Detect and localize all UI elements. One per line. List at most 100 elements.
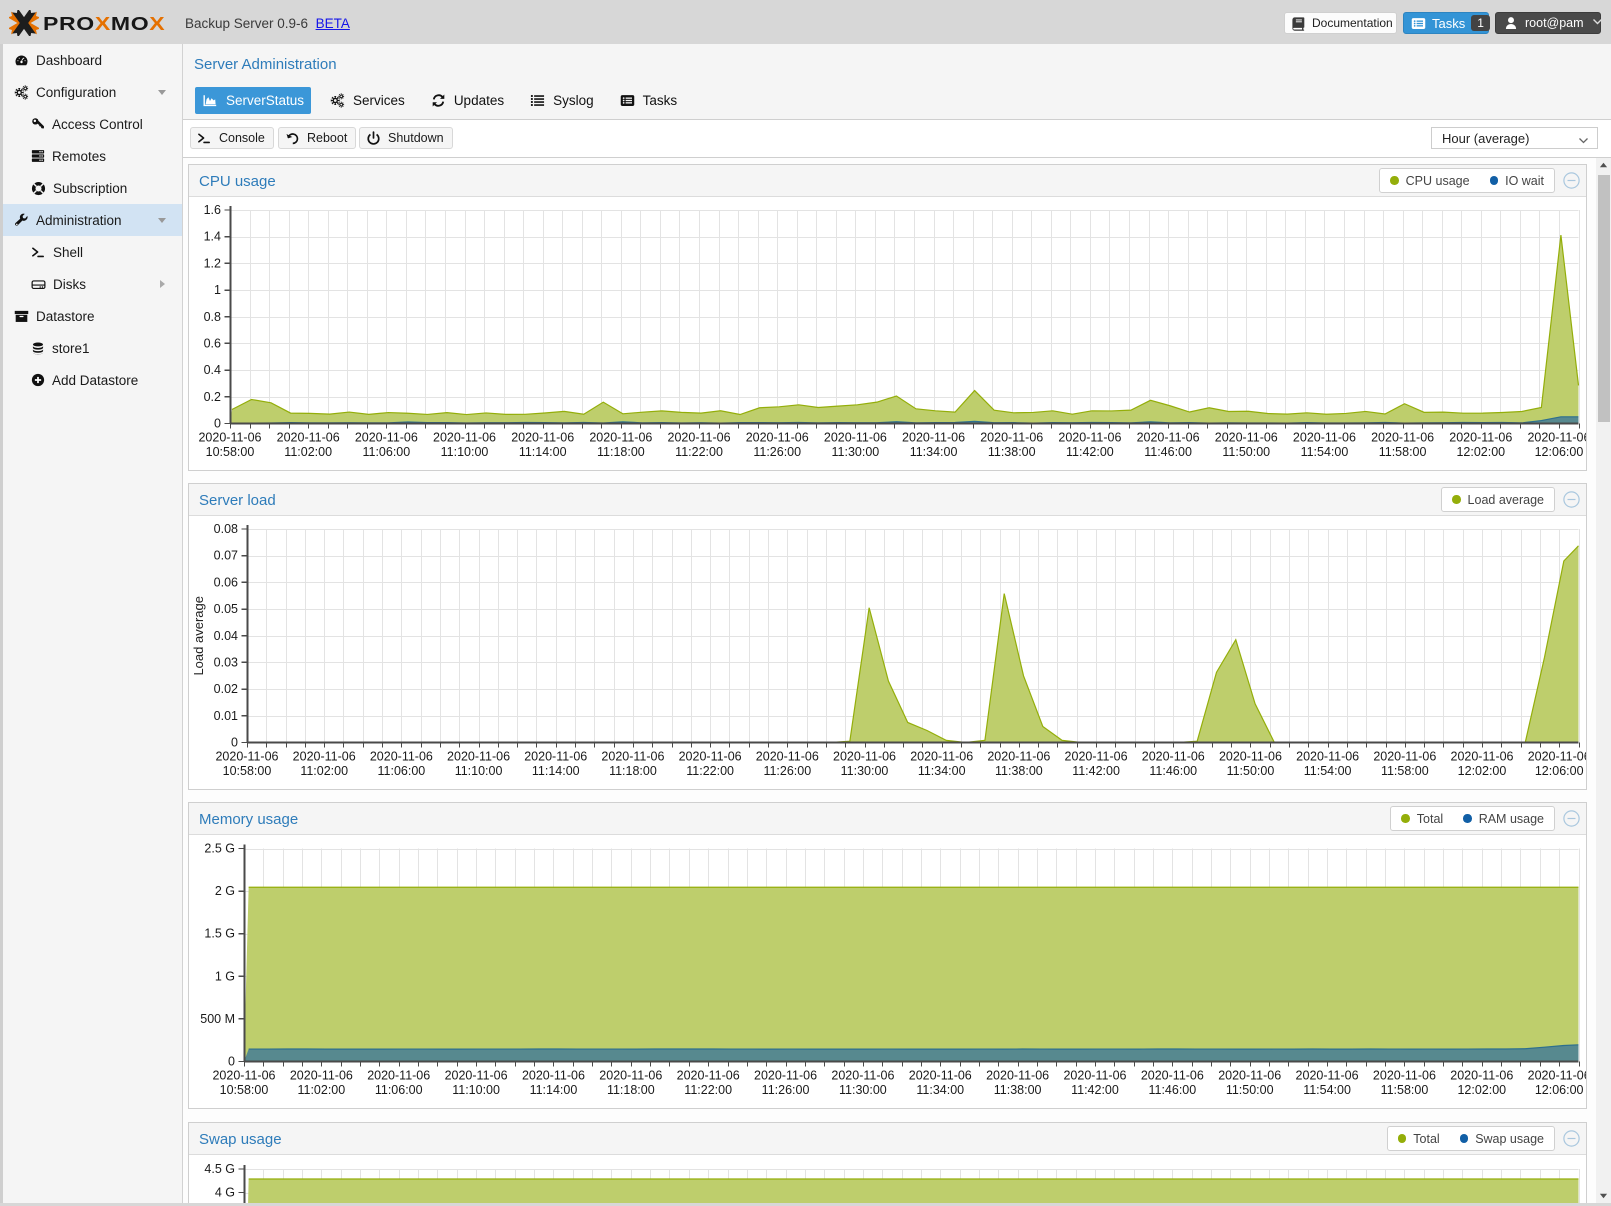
svg-text:2020-11-06: 2020-11-06: [367, 1069, 430, 1083]
svg-text:2020-11-06: 2020-11-06: [1528, 1069, 1586, 1083]
svg-text:11:58:00: 11:58:00: [1379, 445, 1427, 459]
svg-text:2020-11-06: 2020-11-06: [909, 1069, 972, 1083]
svg-text:11:38:00: 11:38:00: [988, 445, 1036, 459]
svg-text:0.07: 0.07: [214, 549, 238, 563]
svg-text:2020-11-06: 2020-11-06: [290, 1069, 353, 1083]
svg-text:11:14:00: 11:14:00: [530, 1083, 578, 1097]
svg-text:2020-11-06: 2020-11-06: [370, 750, 433, 764]
svg-text:2 G: 2 G: [215, 884, 235, 898]
svg-text:4 G: 4 G: [215, 1186, 235, 1200]
svg-text:2020-11-06: 2020-11-06: [1063, 1069, 1126, 1083]
svg-text:1: 1: [214, 283, 221, 297]
svg-text:12:06:00: 12:06:00: [1535, 764, 1584, 778]
svg-text:Load average: Load average: [191, 596, 206, 676]
svg-text:0.08: 0.08: [214, 522, 238, 536]
svg-text:11:46:00: 11:46:00: [1149, 764, 1197, 778]
svg-text:10:58:00: 10:58:00: [223, 764, 272, 778]
svg-text:11:54:00: 11:54:00: [1303, 1083, 1351, 1097]
svg-text:11:02:00: 11:02:00: [297, 1083, 345, 1097]
svg-text:0.06: 0.06: [214, 575, 238, 589]
svg-text:2020-11-06: 2020-11-06: [212, 1069, 275, 1083]
svg-text:11:02:00: 11:02:00: [300, 764, 348, 778]
svg-text:2020-11-06: 2020-11-06: [1528, 750, 1586, 764]
svg-text:2020-11-06: 2020-11-06: [754, 1069, 817, 1083]
svg-text:2020-11-06: 2020-11-06: [980, 431, 1043, 445]
svg-text:11:10:00: 11:10:00: [452, 1083, 500, 1097]
svg-text:0: 0: [214, 417, 221, 431]
svg-text:2020-11-06: 2020-11-06: [524, 750, 587, 764]
svg-text:11:42:00: 11:42:00: [1071, 1083, 1119, 1097]
svg-text:1.6: 1.6: [204, 203, 221, 217]
svg-text:2020-11-06: 2020-11-06: [1058, 431, 1121, 445]
svg-text:10:58:00: 10:58:00: [220, 1083, 269, 1097]
svg-text:2020-11-06: 2020-11-06: [445, 1069, 508, 1083]
svg-text:2020-11-06: 2020-11-06: [833, 750, 896, 764]
svg-text:2020-11-06: 2020-11-06: [1142, 750, 1205, 764]
svg-text:2020-11-06: 2020-11-06: [433, 431, 496, 445]
svg-text:11:22:00: 11:22:00: [684, 1083, 732, 1097]
svg-text:2020-11-06: 2020-11-06: [746, 431, 809, 445]
svg-text:2020-11-06: 2020-11-06: [1373, 750, 1436, 764]
svg-text:1.5 G: 1.5 G: [204, 927, 235, 941]
svg-text:2020-11-06: 2020-11-06: [679, 750, 742, 764]
svg-text:2020-11-06: 2020-11-06: [668, 431, 731, 445]
svg-text:12:06:00: 12:06:00: [1535, 1083, 1584, 1097]
svg-text:11:54:00: 11:54:00: [1301, 445, 1349, 459]
svg-text:12:02:00: 12:02:00: [1458, 764, 1507, 778]
svg-text:11:06:00: 11:06:00: [378, 764, 426, 778]
svg-text:0.05: 0.05: [214, 602, 238, 616]
svg-text:1.2: 1.2: [204, 256, 221, 270]
svg-text:11:26:00: 11:26:00: [763, 764, 811, 778]
svg-text:2020-11-06: 2020-11-06: [831, 1069, 894, 1083]
svg-text:11:26:00: 11:26:00: [753, 445, 801, 459]
svg-text:0.2: 0.2: [204, 390, 221, 404]
svg-text:11:14:00: 11:14:00: [532, 764, 580, 778]
svg-text:11:22:00: 11:22:00: [675, 445, 723, 459]
svg-text:12:02:00: 12:02:00: [1456, 445, 1505, 459]
svg-text:11:38:00: 11:38:00: [995, 764, 1043, 778]
svg-text:0.04: 0.04: [214, 629, 238, 643]
svg-text:4.5 G: 4.5 G: [204, 1162, 235, 1176]
svg-text:2020-11-06: 2020-11-06: [293, 750, 356, 764]
svg-text:11:22:00: 11:22:00: [686, 764, 734, 778]
svg-text:2020-11-06: 2020-11-06: [986, 1069, 1049, 1083]
svg-text:2020-11-06: 2020-11-06: [589, 431, 652, 445]
svg-text:2020-11-06: 2020-11-06: [1293, 431, 1356, 445]
svg-text:2020-11-06: 2020-11-06: [215, 750, 278, 764]
svg-text:11:50:00: 11:50:00: [1222, 445, 1270, 459]
svg-text:11:50:00: 11:50:00: [1226, 1083, 1274, 1097]
svg-text:2020-11-06: 2020-11-06: [1296, 1069, 1359, 1083]
svg-text:11:30:00: 11:30:00: [839, 1083, 887, 1097]
svg-text:11:10:00: 11:10:00: [441, 445, 489, 459]
svg-text:11:54:00: 11:54:00: [1304, 764, 1352, 778]
svg-text:2020-11-06: 2020-11-06: [277, 431, 340, 445]
svg-text:2020-11-06: 2020-11-06: [198, 431, 261, 445]
svg-text:11:06:00: 11:06:00: [375, 1083, 423, 1097]
svg-text:11:46:00: 11:46:00: [1144, 445, 1192, 459]
svg-text:0.02: 0.02: [214, 682, 238, 696]
svg-text:12:06:00: 12:06:00: [1535, 445, 1584, 459]
svg-text:2020-11-06: 2020-11-06: [1527, 431, 1586, 445]
svg-text:11:18:00: 11:18:00: [607, 1083, 655, 1097]
svg-text:11:46:00: 11:46:00: [1148, 1083, 1196, 1097]
svg-text:11:30:00: 11:30:00: [841, 764, 889, 778]
svg-text:12:02:00: 12:02:00: [1457, 1083, 1506, 1097]
svg-text:11:02:00: 11:02:00: [284, 445, 332, 459]
svg-text:2020-11-06: 2020-11-06: [355, 431, 418, 445]
svg-text:2020-11-06: 2020-11-06: [1450, 1069, 1513, 1083]
svg-text:2020-11-06: 2020-11-06: [902, 431, 965, 445]
svg-text:11:42:00: 11:42:00: [1066, 445, 1114, 459]
svg-text:2020-11-06: 2020-11-06: [1449, 431, 1512, 445]
svg-text:2020-11-06: 2020-11-06: [1219, 750, 1282, 764]
svg-text:0.01: 0.01: [214, 709, 238, 723]
svg-text:2020-11-06: 2020-11-06: [910, 750, 973, 764]
svg-text:11:06:00: 11:06:00: [362, 445, 410, 459]
svg-text:2020-11-06: 2020-11-06: [987, 750, 1050, 764]
svg-text:0: 0: [228, 1055, 235, 1069]
svg-text:2020-11-06: 2020-11-06: [1141, 1069, 1204, 1083]
svg-text:0: 0: [231, 736, 238, 750]
svg-text:11:58:00: 11:58:00: [1381, 764, 1429, 778]
svg-text:2020-11-06: 2020-11-06: [824, 431, 887, 445]
svg-text:0.03: 0.03: [214, 655, 238, 669]
svg-text:11:50:00: 11:50:00: [1227, 764, 1275, 778]
